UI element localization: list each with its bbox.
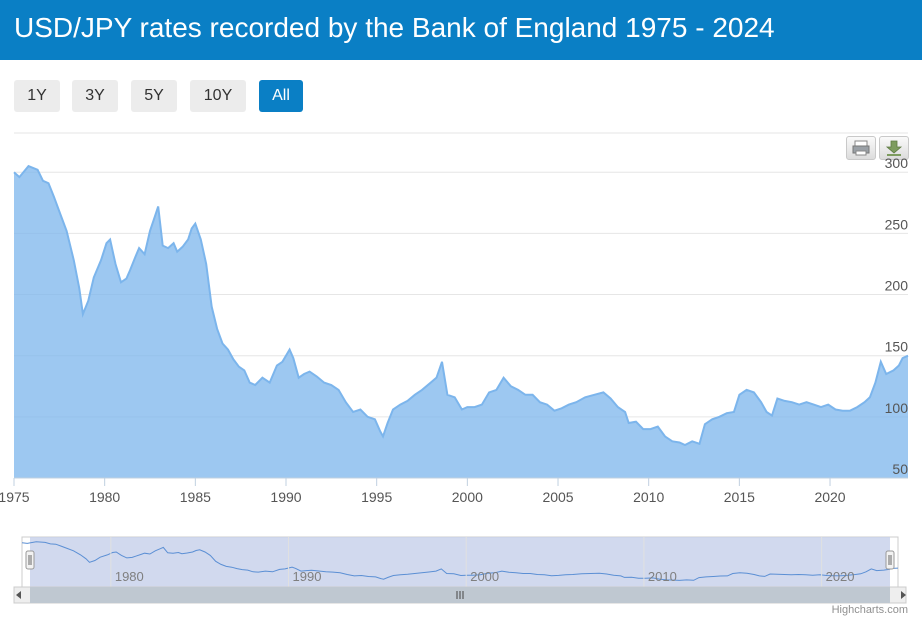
- scroll-left-arrow-icon[interactable]: [16, 591, 21, 599]
- navigator-label: 2000: [470, 569, 499, 584]
- navigator-label: 1990: [293, 569, 322, 584]
- title-bar: USD/JPY rates recorded by the Bank of En…: [0, 0, 922, 60]
- x-tick-label: 2010: [633, 489, 664, 505]
- axes: 50 100 150 200 250 300 1975 1980 1985 1990 1995 200…: [0, 155, 908, 505]
- download-button[interactable]: [879, 136, 909, 160]
- navigator-label: 2010: [648, 569, 677, 584]
- range-button-1y[interactable]: 1Y: [14, 80, 60, 112]
- range-button-3y[interactable]: 3Y: [72, 80, 118, 112]
- range-button-10y[interactable]: 10Y: [190, 80, 246, 112]
- x-tick-label: 2000: [452, 489, 483, 505]
- x-tick-label: 1975: [0, 489, 30, 505]
- print-button[interactable]: [846, 136, 876, 160]
- y-tick-label: 250: [885, 216, 909, 232]
- navigator-right-handle[interactable]: [885, 550, 895, 570]
- series-area[interactable]: [14, 166, 908, 478]
- navigator-label: 2020: [826, 569, 855, 584]
- x-tick-label: 2015: [724, 489, 755, 505]
- series-line[interactable]: [13, 164, 909, 447]
- page-title: USD/JPY rates recorded by the Bank of En…: [14, 12, 775, 43]
- download-icon: [885, 140, 903, 156]
- navigator-label: 1980: [115, 569, 144, 584]
- range-button-all[interactable]: All: [259, 80, 303, 112]
- series-layer: [13, 164, 909, 478]
- x-tick-label: 2020: [814, 489, 845, 505]
- printer-icon: [852, 140, 870, 156]
- y-tick-label: 50: [892, 461, 908, 477]
- y-tick-label: 150: [885, 339, 909, 355]
- x-tick-label: 1990: [270, 489, 301, 505]
- x-tick-label: 1980: [89, 489, 120, 505]
- navigator[interactable]: 1980 1990 2000 2010 2020: [13, 536, 907, 604]
- x-tick-label: 2005: [542, 489, 573, 505]
- highcharts-credit[interactable]: Highcharts.com: [831, 604, 908, 616]
- range-button-5y[interactable]: 5Y: [131, 80, 177, 112]
- scroll-right-arrow-icon[interactable]: [901, 591, 906, 599]
- y-tick-label: 200: [885, 278, 909, 294]
- navigator-mask[interactable]: [30, 537, 890, 587]
- x-tick-label: 1995: [361, 489, 392, 505]
- x-tick-label: 1985: [180, 489, 211, 505]
- y-tick-label: 300: [885, 155, 909, 171]
- navigator-left-handle[interactable]: [25, 550, 35, 570]
- navigator-series: [21, 541, 899, 581]
- y-tick-label: 100: [885, 400, 909, 416]
